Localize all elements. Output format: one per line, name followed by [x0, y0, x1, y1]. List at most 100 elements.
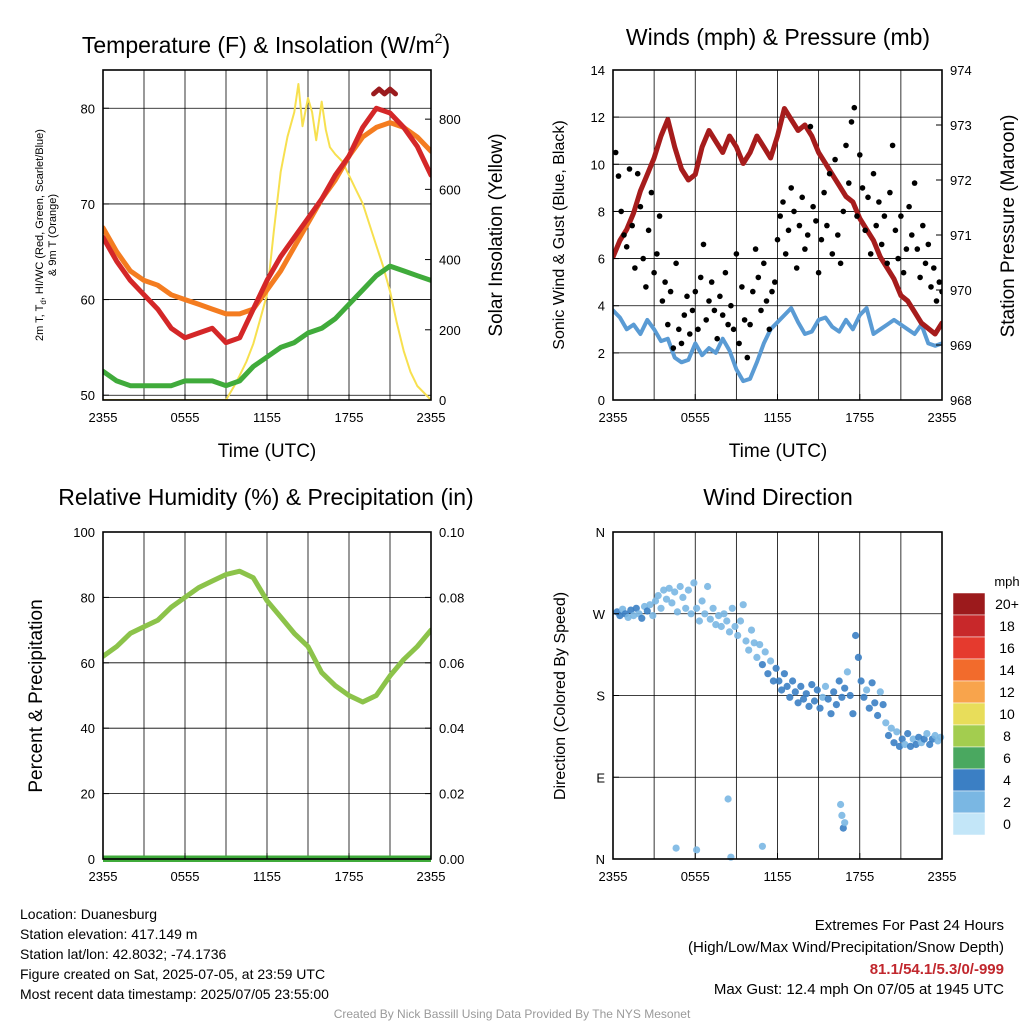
temperature-left-ytick-label: 50 — [81, 388, 95, 403]
direction-point — [876, 688, 884, 696]
gust-point — [821, 189, 827, 196]
gust-point — [777, 213, 783, 219]
gust-point — [648, 189, 655, 196]
direction-point — [802, 690, 810, 698]
gust-point — [780, 199, 786, 205]
colorbar-swatch — [952, 592, 986, 616]
direction-point — [654, 592, 662, 600]
direction-point — [868, 679, 876, 687]
gust-point — [670, 345, 677, 351]
direction-point — [672, 844, 680, 852]
direction-panel: Wind Direction 2355 0555 1155 1755 2355 N E S W N… — [552, 484, 1020, 884]
extremes-values: 81.1/54.1/5.3/0/-999 — [869, 961, 1004, 978]
gust-point — [906, 203, 912, 210]
gust-point — [711, 307, 718, 314]
temp-9m-line — [103, 120, 431, 317]
gust-point — [920, 222, 926, 229]
humidity-xtick-label: 0555 — [171, 869, 200, 884]
sonic-wind-line — [613, 306, 942, 384]
direction-point — [758, 842, 767, 850]
direction-point — [728, 604, 736, 612]
direction-point — [742, 637, 750, 645]
direction-point — [838, 693, 846, 701]
winds-panel: Winds (mph) & Pressure (mb) 2355 0555 1155… — [551, 24, 1019, 462]
direction-point — [758, 661, 767, 669]
max-gust: Max Gust: 12.4 mph On 07/05 at 1945 UTC — [713, 981, 1004, 998]
winds-right-ytick-label: 969 — [950, 338, 972, 353]
gust-point — [750, 288, 756, 295]
winds-xtick-label: 0555 — [681, 410, 710, 425]
direction-point — [887, 724, 895, 732]
station-location: Location: Duanesburg — [20, 906, 157, 922]
gust-point — [640, 255, 646, 262]
direction-point — [879, 701, 887, 709]
gust-point — [739, 284, 745, 290]
direction-point — [915, 733, 923, 741]
direction-point — [797, 682, 805, 691]
direction-point — [693, 846, 701, 854]
gust-point — [813, 218, 819, 224]
winds-xtick-label: 1155 — [764, 410, 792, 425]
direction-left-ytick-label: N — [596, 525, 605, 540]
gust-point — [840, 208, 847, 215]
direction-point — [665, 584, 673, 592]
gust-point — [774, 236, 781, 243]
temperature-xtick-label: 0555 — [171, 410, 200, 425]
direction-point — [791, 688, 799, 696]
gust-point — [862, 227, 868, 234]
colorbar-label: 8 — [1003, 728, 1011, 744]
gust-point — [873, 222, 879, 229]
gust-point — [791, 208, 797, 215]
winds-left-ytick-label: 2 — [598, 346, 605, 361]
direction-point — [687, 610, 695, 618]
humidity-right-ytick-label: 0.06 — [439, 656, 464, 671]
winds-xlabel: Time (UTC) — [729, 441, 828, 462]
direction-point — [904, 730, 912, 738]
temperature-right-ytick-label: 200 — [439, 323, 461, 338]
gust-point — [895, 255, 901, 262]
gust-point — [887, 189, 893, 196]
direction-point — [854, 653, 863, 662]
gust-point — [914, 246, 921, 252]
gust-point — [662, 279, 668, 285]
gust-point — [741, 317, 748, 323]
colorbar-label: 12 — [999, 684, 1015, 700]
dewpoint-line — [103, 263, 431, 389]
gust-point — [835, 232, 841, 238]
direction-point — [712, 621, 720, 629]
direction-point — [882, 719, 890, 727]
gust-point — [857, 152, 863, 158]
temperature-ylabel-left: 2m T, Td, HI/WC (Red, Green, Scarlet/Blu… — [34, 129, 48, 341]
extremes-title: Extremes For Past 24 Hours — [814, 917, 1004, 934]
direction-point — [704, 582, 712, 591]
humidity-right-ytick-label: 0.00 — [439, 852, 464, 867]
winds-left-ytick-label: 8 — [598, 204, 605, 219]
winds-right-ytick-label: 971 — [950, 228, 972, 243]
direction-point — [786, 693, 794, 701]
direction-point — [725, 628, 734, 636]
gust-point — [618, 208, 624, 215]
gust-point — [900, 269, 907, 276]
gust-point — [851, 104, 858, 111]
direction-point — [627, 606, 635, 614]
direction-left-ytick-label: N — [596, 852, 605, 867]
gust-point — [884, 260, 890, 267]
direction-point — [646, 601, 654, 609]
gust-point — [785, 227, 792, 234]
winds-right-ytick-label: 968 — [950, 393, 972, 408]
gust-point — [824, 222, 830, 229]
temperature-right-ytick-label: 0 — [439, 393, 446, 408]
direction-point — [810, 697, 819, 705]
gust-point — [758, 307, 764, 314]
direction-point — [852, 631, 860, 640]
direction-point — [643, 607, 651, 615]
gust-point — [752, 246, 759, 252]
direction-point — [827, 710, 835, 718]
direction-point — [723, 617, 731, 625]
gust-point — [846, 180, 852, 186]
gust-point — [665, 321, 671, 328]
colorbar-label: 14 — [999, 662, 1015, 678]
direction-point — [923, 730, 931, 738]
gust-point — [802, 246, 808, 252]
gust-point — [826, 170, 833, 177]
